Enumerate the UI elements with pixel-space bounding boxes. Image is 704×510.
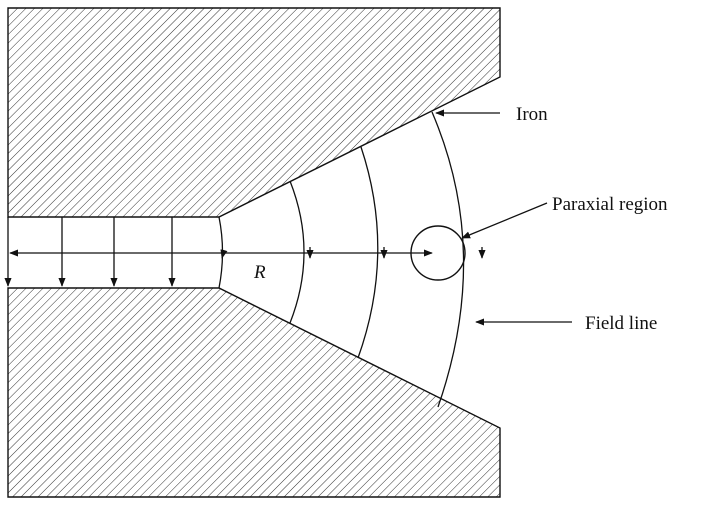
paraxial-pointer	[461, 202, 548, 239]
radius-label: R	[253, 262, 266, 283]
lower-iron-pole	[7, 287, 501, 498]
field-line-label: Field line	[585, 313, 657, 334]
paraxial-region-circle	[410, 225, 466, 281]
paraxial-region-label: Paraxial region	[552, 194, 668, 215]
gap-field-arrows	[4, 217, 176, 287]
upper-iron-pole	[7, 7, 501, 218]
iron-label: Iron	[516, 104, 548, 125]
